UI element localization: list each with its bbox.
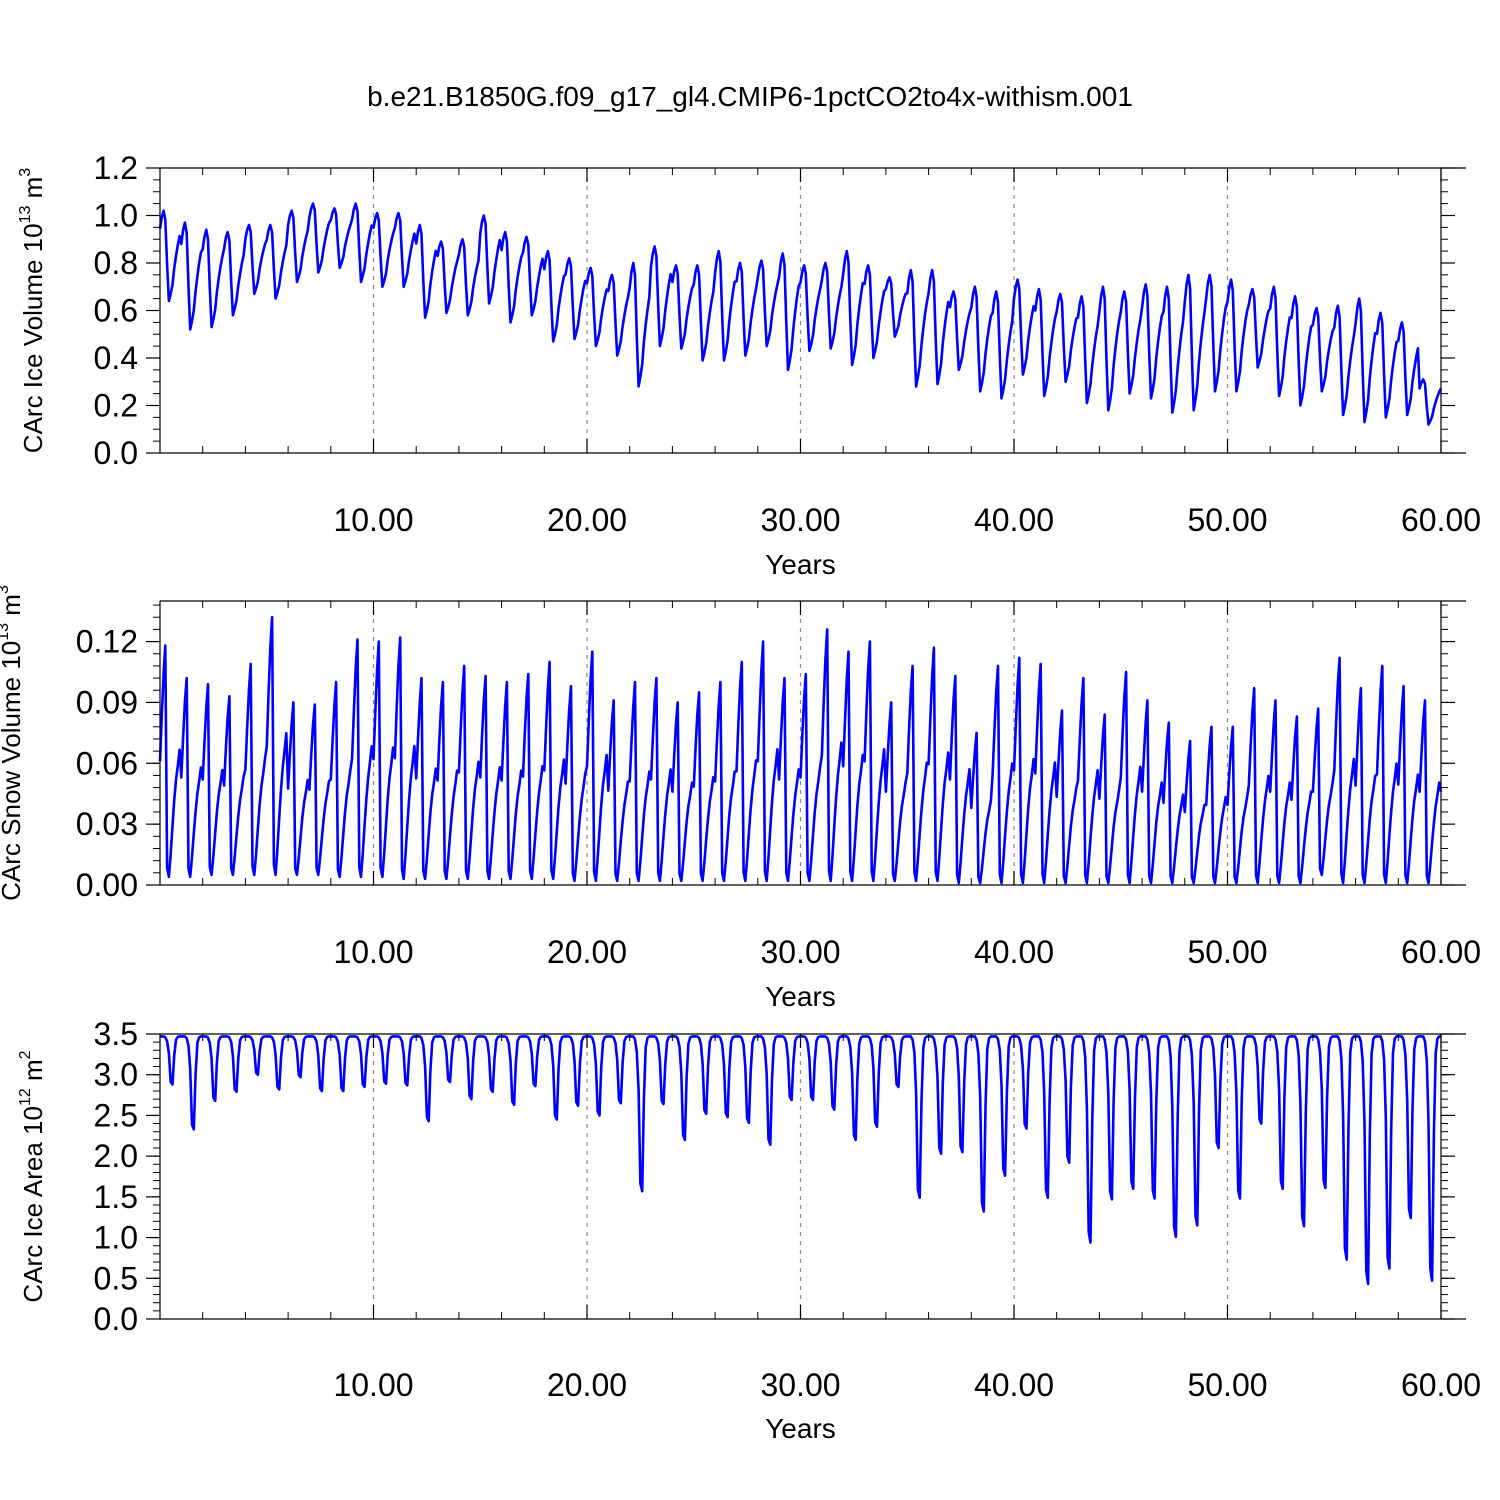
y-tick-label: 0.12: [76, 624, 138, 660]
y-tick-label: 0.8: [94, 245, 138, 281]
x-axis-label: Years: [765, 549, 836, 580]
y-axis-label: CArc Snow Volume 1013 m3: [0, 585, 26, 901]
y-tick-label: 1.0: [94, 198, 138, 234]
x-tick-label: 40.00: [974, 1367, 1054, 1403]
x-tick-label: 10.00: [333, 502, 413, 538]
x-tick-label: 30.00: [760, 934, 840, 970]
y-tick-label: 2.5: [94, 1097, 138, 1133]
y-tick-label: 0.06: [76, 745, 138, 781]
x-tick-label: 60.00: [1401, 1367, 1481, 1403]
y-tick-label: 2.0: [94, 1138, 138, 1174]
x-tick-label: 10.00: [333, 1367, 413, 1403]
x-tick-label: 40.00: [974, 502, 1054, 538]
y-tick-label: 1.2: [94, 150, 138, 186]
data-series-line: [158, 202, 1443, 426]
x-tick-label: 20.00: [547, 1367, 627, 1403]
x-tick-label: 30.00: [760, 1367, 840, 1403]
data-series-line: [158, 615, 1443, 885]
x-tick-label: 50.00: [1187, 934, 1267, 970]
y-tick-label: 1.5: [94, 1179, 138, 1215]
x-tick-label: 20.00: [547, 502, 627, 538]
x-axis-label: Years: [765, 981, 836, 1012]
y-tick-label: 3.0: [94, 1057, 138, 1093]
x-tick-label: 10.00: [333, 934, 413, 970]
x-tick-label: 60.00: [1401, 934, 1481, 970]
x-tick-label: 40.00: [974, 934, 1054, 970]
y-axis-label: CArc Ice Area 1012 m2: [17, 1050, 48, 1302]
x-tick-label: 50.00: [1187, 1367, 1267, 1403]
y-tick-label: 1.0: [94, 1220, 138, 1256]
chart-title: b.e21.B1850G.f09_g17_gl4.CMIP6-1pctCO2to…: [367, 81, 1133, 112]
panel-ice-area: 10.00 20.00 30.00 40.00 50.00 60.00 0.0 0.5 1.0 1…: [17, 1016, 1481, 1444]
y-tick-label: 0.0: [94, 1301, 138, 1337]
x-tick-label: 50.00: [1187, 502, 1267, 538]
y-tick-label: 3.5: [94, 1016, 138, 1052]
x-tick-label: 30.00: [760, 502, 840, 538]
y-tick-label: 0.6: [94, 293, 138, 329]
y-axis-label: CArc Ice Volume 1013 m3: [17, 168, 48, 453]
y-tick-label: 0.09: [76, 684, 138, 720]
x-tick-label: 20.00: [547, 934, 627, 970]
panel-snow-volume: 10.00 20.00 30.00 40.00 50.00 60.00 0.00 0.03 0.…: [0, 585, 1481, 1012]
y-tick-label: 0.00: [76, 867, 138, 903]
y-tick-label: 0.4: [94, 340, 138, 376]
y-tick-label: 0.5: [94, 1260, 138, 1296]
x-tick-label: 60.00: [1401, 502, 1481, 538]
y-tick-label: 0.2: [94, 388, 138, 424]
y-tick-label: 0.0: [94, 435, 138, 471]
y-tick-label: 0.03: [76, 806, 138, 842]
panel-ice-volume: 10.00 20.00 30.00 40.00 50.00 60.00 0.0 0.2 0.4 0…: [17, 150, 1481, 580]
x-axis-label: Years: [765, 1413, 836, 1444]
